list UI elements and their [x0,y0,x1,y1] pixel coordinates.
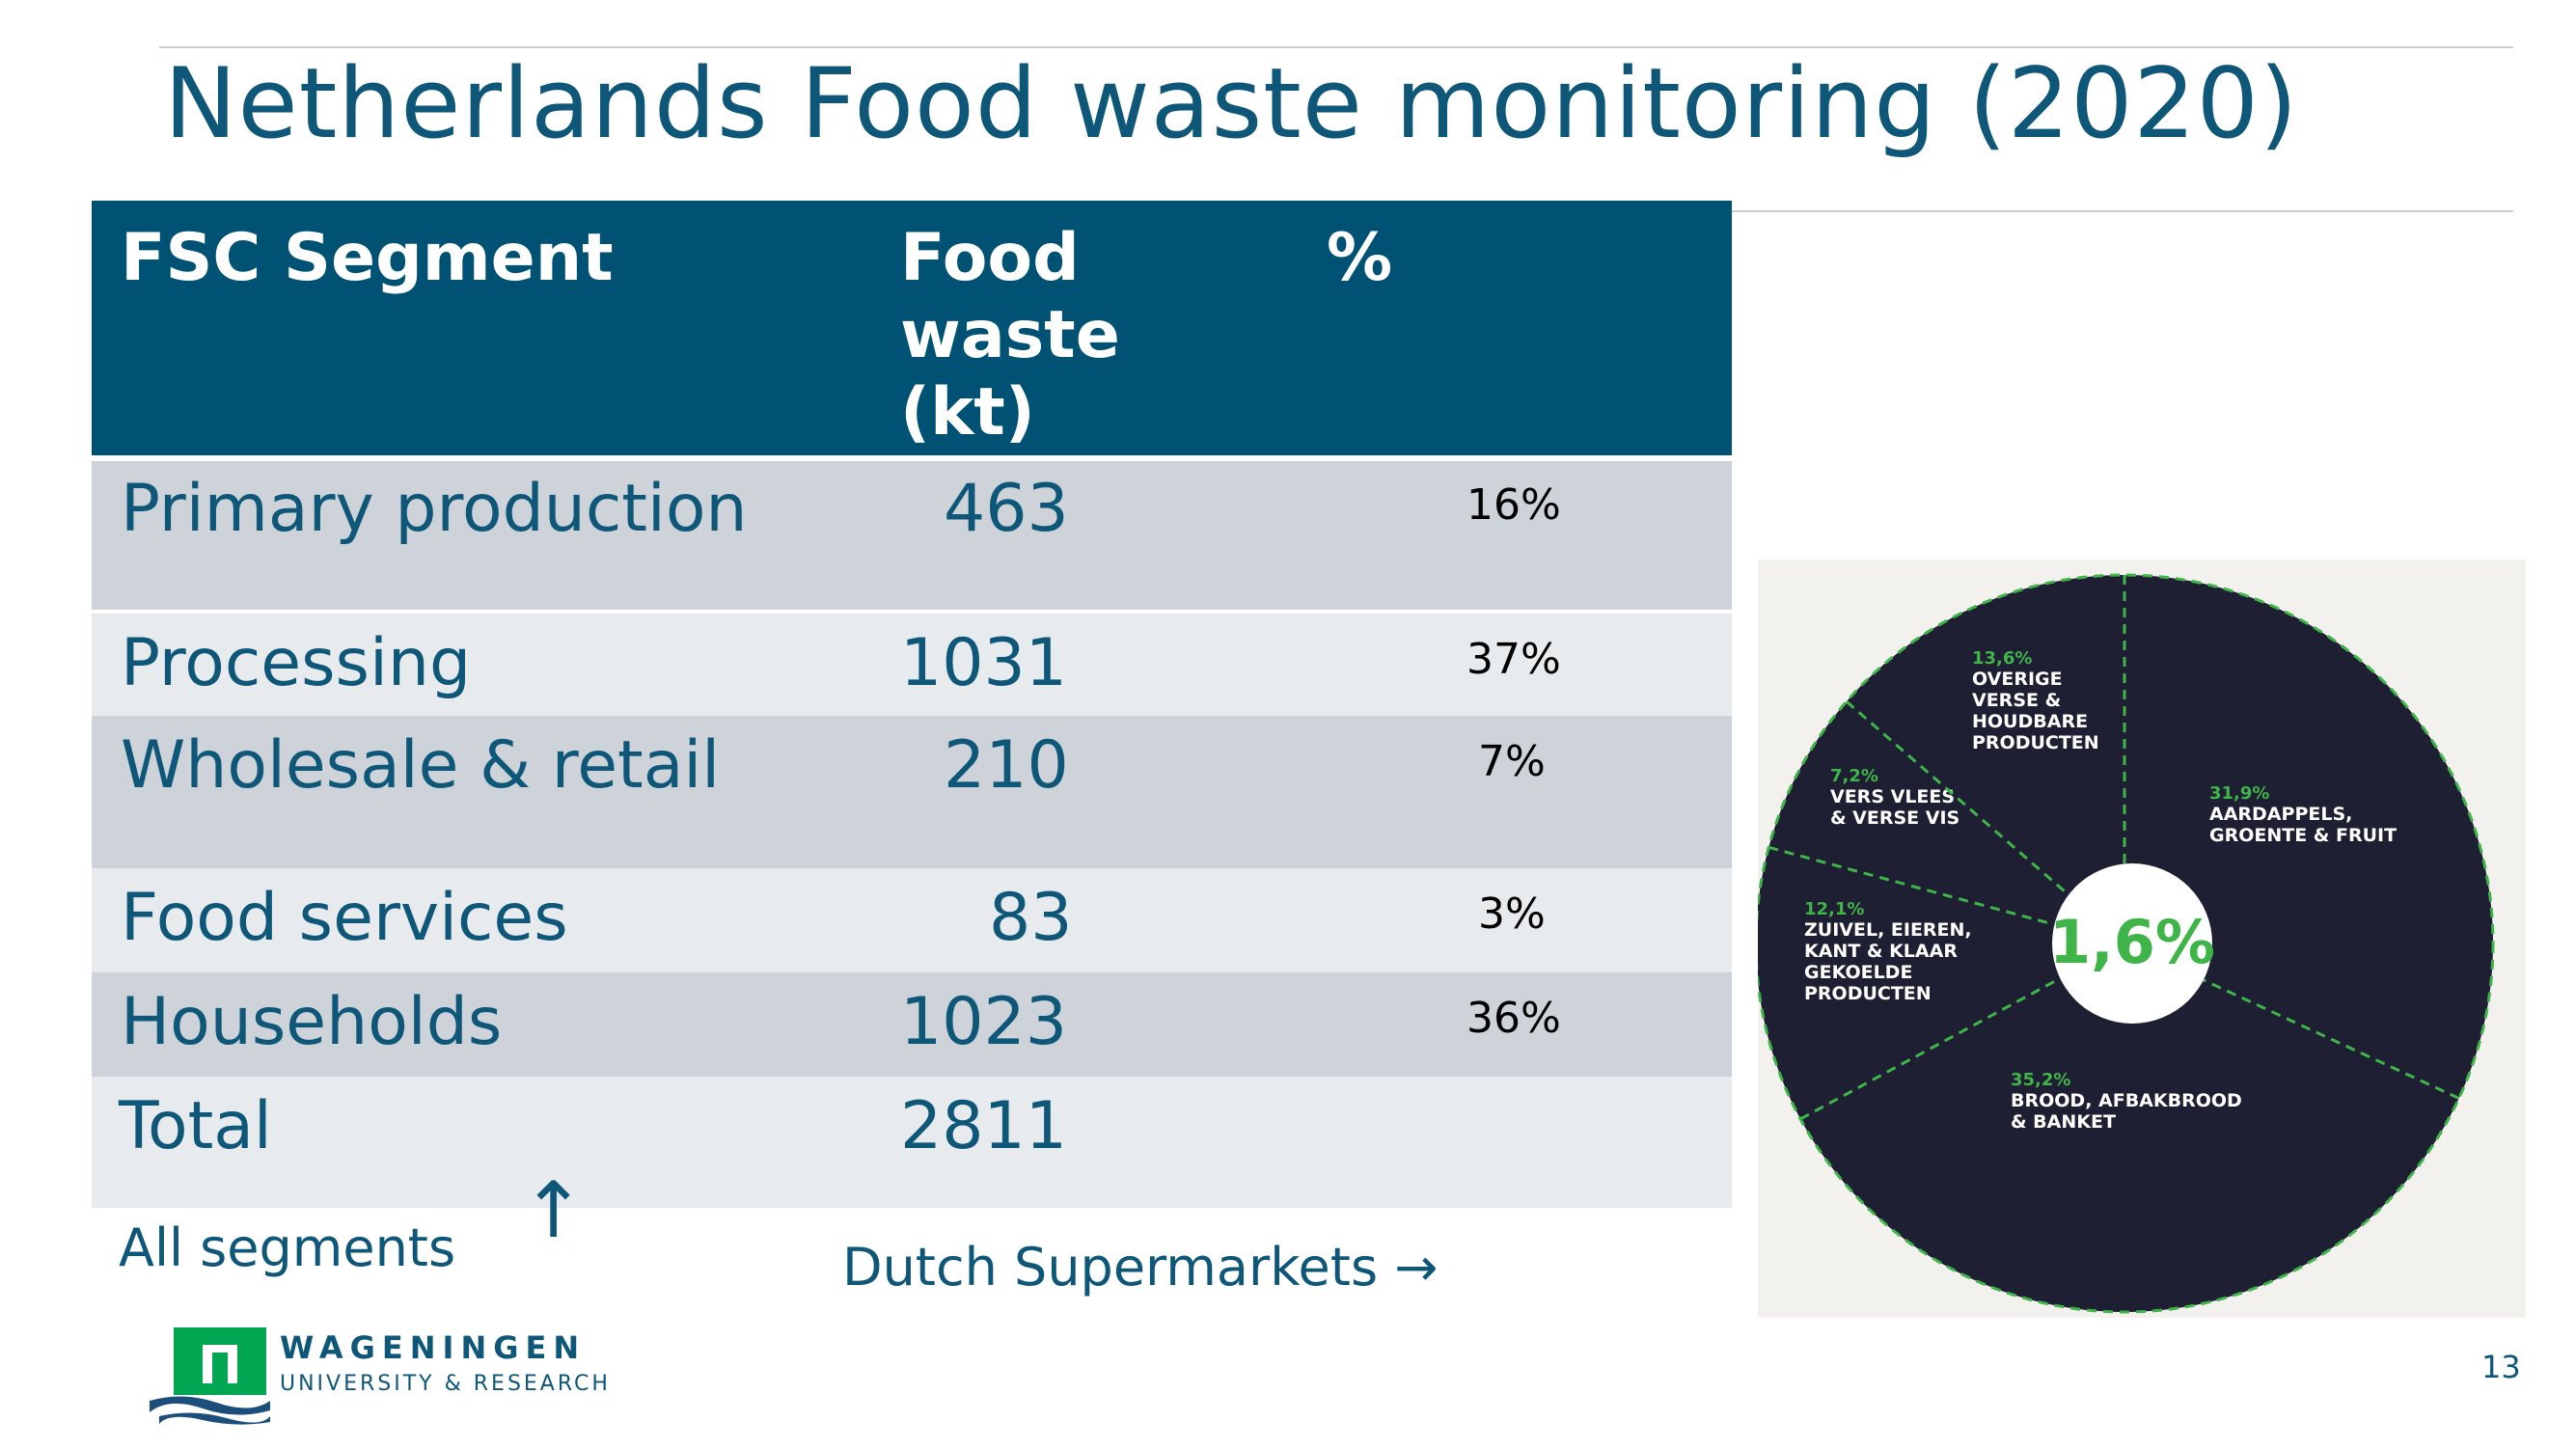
row-value: 83 [989,880,1073,956]
dutch-supermarkets-note: Dutch Supermarkets → [842,1237,1439,1298]
row-segment: Households [121,984,503,1060]
table-header: FSC Segment Food waste (kt) % [92,201,1732,455]
pie-slice-name-label: PRODUCTEN [1972,732,2099,753]
pie-slice-name-label: BROOD, AFBAKBROOD [2011,1090,2242,1111]
pie-slice-name-label: PRODUCTEN [1804,983,1932,1004]
table-row: Food services 83 3% [92,868,1732,972]
food-waste-table: FSC Segment Food waste (kt) % Primary pr… [92,201,1732,1208]
pie-slice-value-label: 13,6% [1972,648,2032,669]
table-row: Total 2811 [92,1077,1732,1208]
pie-chart-panel: 31,9% AARDAPPELS, GROENTE & FRUIT 35,2% BROO… [1758,560,2526,1318]
top-rule [159,46,2513,48]
pie-slice-value-label: 7,2% [1830,766,1878,786]
header-food-waste-line: Food [900,220,1080,296]
all-segments-note: All segments [119,1217,456,1278]
pie-slice-name-label: & BANKET [2011,1111,2116,1133]
pie-slice-name-label: VERSE & [1972,690,2061,711]
pie-slice-value-label: 12,1% [1804,899,1864,919]
pie-slice-name-label: KANT & KLAAR [1804,941,1958,962]
pie-slice-name-label: GROENTE & FRUIT [2209,825,2397,846]
pie-slice-name-label: AARDAPPELS, [2209,804,2352,825]
pie-slice-name-label: GEKOELDE [1804,962,1912,983]
pie-center-label: 1,6% [2049,907,2215,977]
pie-chart: 31,9%AARDAPPELS,GROENTE & FRUIT 35,2%BROO… [1758,573,2495,1314]
table-row: Households 1023 36% [92,972,1732,1077]
row-value: 2811 [900,1088,1068,1164]
row-percent: 3% [1478,889,1546,939]
header-percent: % [1327,220,1393,296]
table-row: Processing 1031 37% [92,614,1732,716]
row-percent: 36% [1466,994,1561,1043]
header-food-waste-line: (kt) [900,374,1035,451]
row-value: 463 [944,471,1069,547]
arrow-up-icon: ↑ [521,1165,587,1255]
row-value: 1023 [900,984,1068,1060]
page-number: 13 [2481,1349,2521,1385]
row-segment: Processing [121,625,472,701]
pie-slice-value-label: 35,2% [2011,1070,2070,1090]
logo-text-secondary: UNIVERSITY & RESEARCH [280,1372,611,1396]
pie-slice-value-label: 31,9% [2209,783,2269,804]
row-value: 1031 [900,625,1068,701]
pie-slice-name-label: HOUDBARE [1972,711,2088,732]
row-percent: 16% [1466,480,1561,530]
row-percent: 7% [1478,737,1546,786]
row-segment: Primary production [121,471,748,547]
row-percent: 37% [1466,635,1561,684]
row-segment: Wholesale & retail [121,727,721,804]
pie-center-hub [2052,863,2212,1024]
wur-logo-icon [150,1327,270,1425]
pie-slice-name-label: OVERIGE [1972,669,2063,690]
header-food-waste-line: waste [900,297,1120,373]
pie-slice-name-label: VERS VLEES [1830,786,1955,807]
logo-text-primary: WAGENINGEN [280,1329,587,1366]
header-food-waste: Food waste (kt) [900,220,1120,451]
row-segment: Food services [121,880,568,956]
header-rule [1732,210,2513,212]
header-segment: FSC Segment [121,220,614,296]
table-row: Primary production 463 16% [92,461,1732,610]
table-row: Wholesale & retail 210 7% [92,716,1732,868]
page-title: Netherlands Food waste monitoring (2020) [164,46,2299,160]
row-segment: Total [119,1088,272,1164]
row-value: 210 [944,727,1069,804]
pie-slice-name-label: ZUIVEL, EIEREN, [1804,919,1972,941]
pie-slice-name-label: & VERSE VIS [1830,807,1959,829]
